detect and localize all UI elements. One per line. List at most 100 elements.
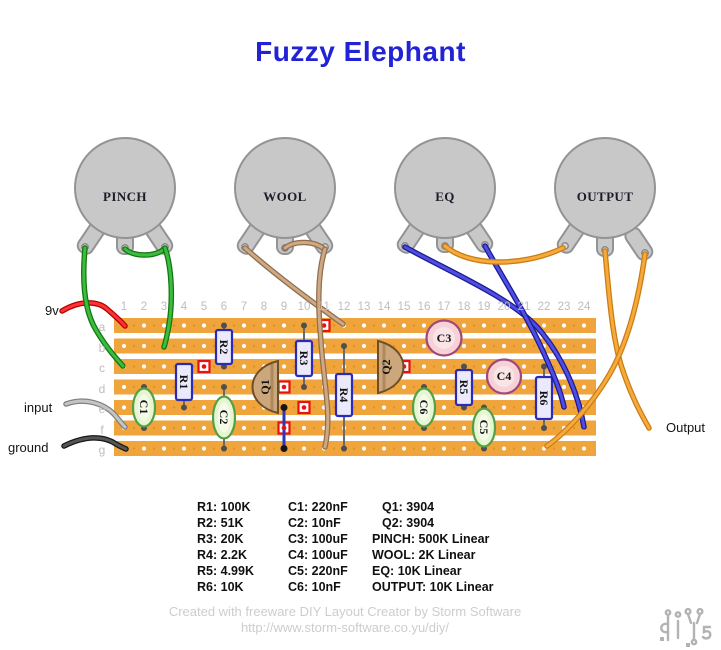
wire-pinch-link — [122, 246, 167, 258]
column-number: 7 — [240, 301, 248, 313]
electrolytic-capacitors — [425, 319, 523, 395]
column-number: 13 — [357, 301, 371, 313]
transistor-q1 — [251, 359, 279, 415]
board-label-c5: C5 — [477, 419, 491, 435]
resistor-r6 — [534, 375, 554, 421]
legend-entry: R1: 100K — [197, 500, 251, 514]
column-number: 5 — [200, 301, 208, 313]
board-label-r6: R6 — [537, 390, 551, 406]
capacitor-c5 — [471, 407, 497, 448]
legend-entry: C4: 100uF — [288, 548, 348, 562]
column-number: 1 — [120, 301, 128, 313]
legend-entry: C2: 10nF — [288, 516, 341, 530]
wire-eq-to-output — [442, 243, 566, 265]
pot-label-pinch: PINCH — [103, 189, 147, 204]
legend-entry: EQ: 10K Linear — [372, 564, 462, 578]
board-column-numbers: 1 2 3 4 5 6 7 8 9 10 11 12 13 14 15 16 17 18 19 20 21 22 23 24 — [114, 301, 594, 313]
wire-9v — [59, 300, 128, 329]
column-number: 22 — [537, 301, 551, 313]
wire-output-board — [544, 251, 648, 449]
legend-entry: C5: 220nF — [288, 564, 348, 578]
column-number: 9 — [280, 301, 288, 313]
row-letter: e — [98, 402, 106, 416]
legend-capacitors: C1: 220nF C2: 10nF C3: 100uF C4: 100uF C5: 2… — [288, 499, 348, 595]
wire-pinch-right — [161, 245, 175, 350]
label-output-jack: Output — [666, 420, 706, 435]
board-label-q1: Q1 — [258, 379, 272, 395]
row-letter: f — [100, 422, 104, 437]
page-title: Fuzzy Elephant — [255, 36, 466, 67]
legend-entry: R2: 51K — [197, 516, 244, 530]
pot-wool — [234, 137, 336, 255]
film-capacitors — [131, 387, 497, 448]
transistors — [251, 339, 405, 415]
board-label-r4: R4 — [337, 387, 351, 403]
column-number: 17 — [437, 301, 451, 313]
column-number: 21 — [517, 301, 531, 313]
column-number: 15 — [397, 301, 411, 313]
resistors — [174, 328, 554, 421]
track-cut — [277, 380, 291, 394]
board-label-r1: R1 — [177, 374, 191, 390]
footer-credit: Created with freeware DIY Layout Creator… — [135, 604, 555, 636]
resistor-r5 — [454, 368, 474, 407]
wire-wool-link — [282, 239, 327, 252]
column-number: 24 — [577, 301, 591, 313]
board-label-c3: C3 — [436, 331, 452, 345]
board-label-r3: R3 — [297, 350, 311, 366]
track-cut — [197, 359, 211, 374]
column-number: 14 — [377, 301, 391, 313]
column-number: 10 — [297, 301, 311, 313]
label-input: input — [24, 400, 53, 415]
wire-wool-right — [316, 246, 331, 450]
footer-line1: Created with freeware DIY Layout Creator… — [168, 604, 522, 619]
legend-entry: PINCH: 500K Linear — [372, 532, 490, 546]
row-letter: d — [98, 381, 106, 396]
row-letter: b — [98, 340, 106, 355]
column-number: 19 — [477, 301, 491, 313]
legend-entry: OUTPUT: 10K Linear — [372, 580, 494, 594]
column-number: 6 — [220, 301, 228, 313]
track-cut — [297, 400, 311, 415]
resistor-r4 — [334, 372, 354, 418]
wire-input — [63, 398, 128, 430]
transistor-q2 — [377, 339, 405, 395]
wire-wool-left — [242, 245, 346, 327]
resistor-r1 — [174, 362, 194, 402]
board-label-c1: C1 — [137, 399, 151, 415]
wire-ground — [61, 435, 129, 452]
board-label-c4: C4 — [496, 369, 512, 383]
column-number: 20 — [497, 301, 511, 313]
board-label-r2: R2 — [217, 339, 231, 355]
wire-eq-right — [482, 243, 567, 410]
column-number: 16 — [417, 301, 431, 313]
capacitor-c2 — [211, 395, 237, 440]
capacitor-c4 — [485, 358, 523, 395]
capacitor-c3 — [425, 319, 463, 357]
column-number: 12 — [337, 301, 351, 313]
jumper-wire — [280, 404, 288, 452]
wire-eq-left — [402, 244, 587, 430]
label-ground: ground — [8, 440, 49, 455]
column-number: 11 — [318, 301, 330, 313]
legend-entry: WOOL: 2K Linear — [372, 548, 476, 562]
column-number: 23 — [557, 301, 571, 313]
column-number: 8 — [260, 301, 268, 313]
board-label-c6: C6 — [417, 399, 431, 415]
capacitor-c1 — [131, 387, 157, 428]
legend-resistors: R1: 100K R2: 51K R3: 20K R4: 2.2K R5: 4.99K R… — [197, 499, 254, 595]
capacitor-c6 — [411, 387, 437, 428]
row-letter: a — [98, 320, 106, 334]
legend-entry: Q2: 3904 — [382, 516, 435, 530]
board-label-c2: C2 — [217, 409, 231, 425]
potentiometers — [74, 137, 656, 261]
pot-label-output: OUTPUT — [576, 189, 634, 204]
resistor-r2 — [214, 328, 234, 366]
legend-entry: Q1: 3904 — [382, 500, 435, 514]
board-label-r5: R5 — [457, 379, 471, 395]
legend-entry: R6: 10K — [197, 580, 244, 594]
resistor-r3 — [294, 339, 314, 378]
